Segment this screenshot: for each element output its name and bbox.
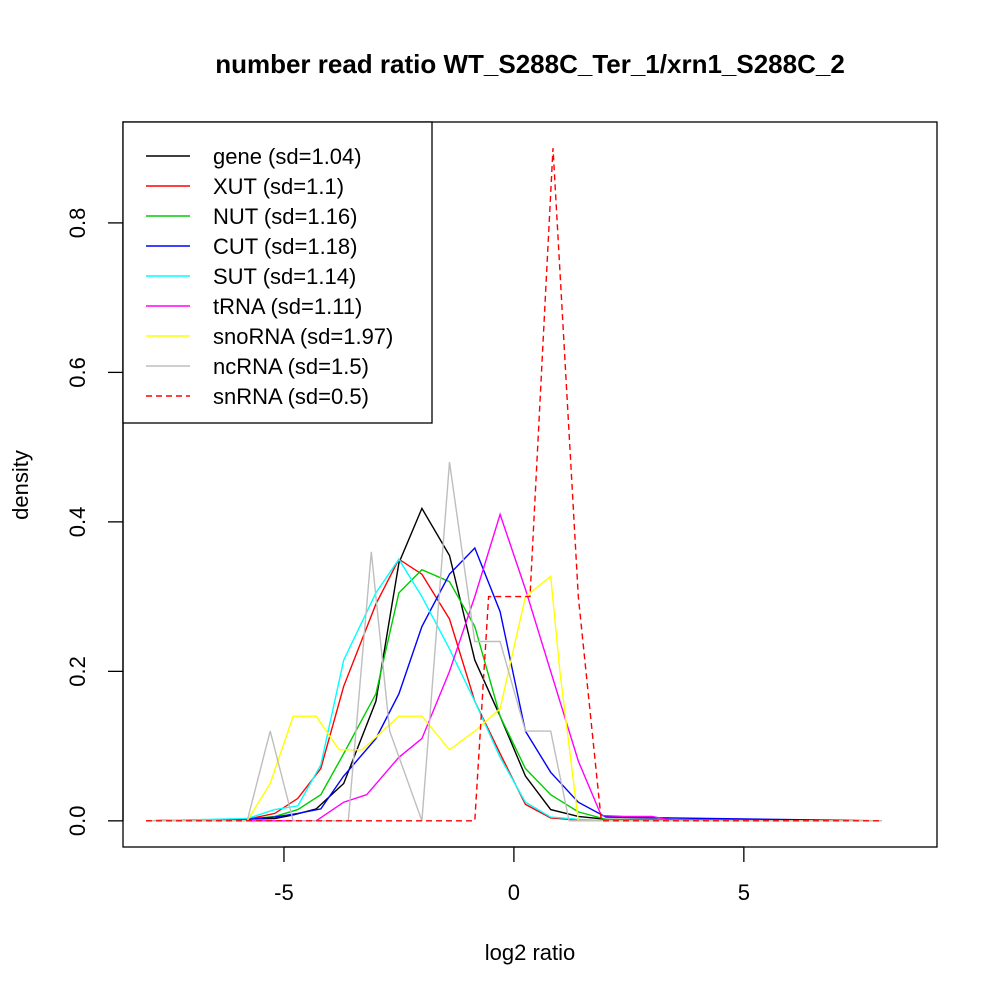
series-line-6 [146, 575, 882, 822]
y-tick-label: 0.0 [65, 806, 90, 837]
series-line-1 [145, 558, 882, 822]
legend-item: tRNA (sd=1.11) [146, 294, 362, 319]
y-axis: 0.0 0.2 0.4 0.6 0.8 [65, 208, 124, 837]
x-tick-label: 0 [508, 880, 520, 905]
series-line-3 [145, 546, 882, 822]
series-line-2 [145, 568, 882, 822]
series-line-8 [146, 148, 882, 822]
legend-item: NUT (sd=1.16) [146, 204, 357, 229]
x-axis-label: log2 ratio [485, 940, 576, 965]
legend-item: ncRNA (sd=1.5) [146, 354, 369, 379]
y-tick-label: 0.4 [65, 507, 90, 538]
legend-label: SUT (sd=1.14) [213, 264, 356, 289]
legend-item: gene (sd=1.04) [146, 144, 362, 169]
legend-item: snRNA (sd=0.5) [146, 384, 369, 409]
chart-title: number read ratio WT_S288C_Ter_1/xrn1_S2… [215, 49, 845, 79]
legend-item: XUT (sd=1.1) [146, 174, 344, 199]
legend-label: gene (sd=1.04) [213, 144, 362, 169]
legend-label: NUT (sd=1.16) [213, 204, 357, 229]
legend-label: CUT (sd=1.18) [213, 234, 357, 259]
y-tick-label: 0.2 [65, 656, 90, 687]
legend-label: tRNA (sd=1.11) [213, 294, 362, 319]
legend: gene (sd=1.04) XUT (sd=1.1) NUT (sd=1.16) C… [122, 121, 433, 424]
legend-item: CUT (sd=1.18) [146, 234, 357, 259]
y-tick-label: 0.8 [65, 208, 90, 239]
series-line-5 [146, 512, 882, 822]
series-line-7 [146, 462, 882, 822]
legend-label: XUT (sd=1.1) [213, 174, 344, 199]
y-axis-label: density [8, 450, 33, 520]
series-layer [145, 148, 882, 822]
x-axis: -5 0 5 [274, 846, 750, 905]
x-tick-label: 5 [738, 880, 750, 905]
legend-label: snRNA (sd=0.5) [213, 384, 369, 409]
legend-label: snoRNA (sd=1.97) [213, 324, 393, 349]
y-tick-label: 0.6 [65, 357, 90, 388]
legend-item: snoRNA (sd=1.97) [146, 324, 393, 349]
legend-label: ncRNA (sd=1.5) [213, 354, 369, 379]
legend-item: SUT (sd=1.14) [146, 264, 356, 289]
legend-box [122, 121, 433, 424]
x-tick-label: -5 [274, 880, 294, 905]
